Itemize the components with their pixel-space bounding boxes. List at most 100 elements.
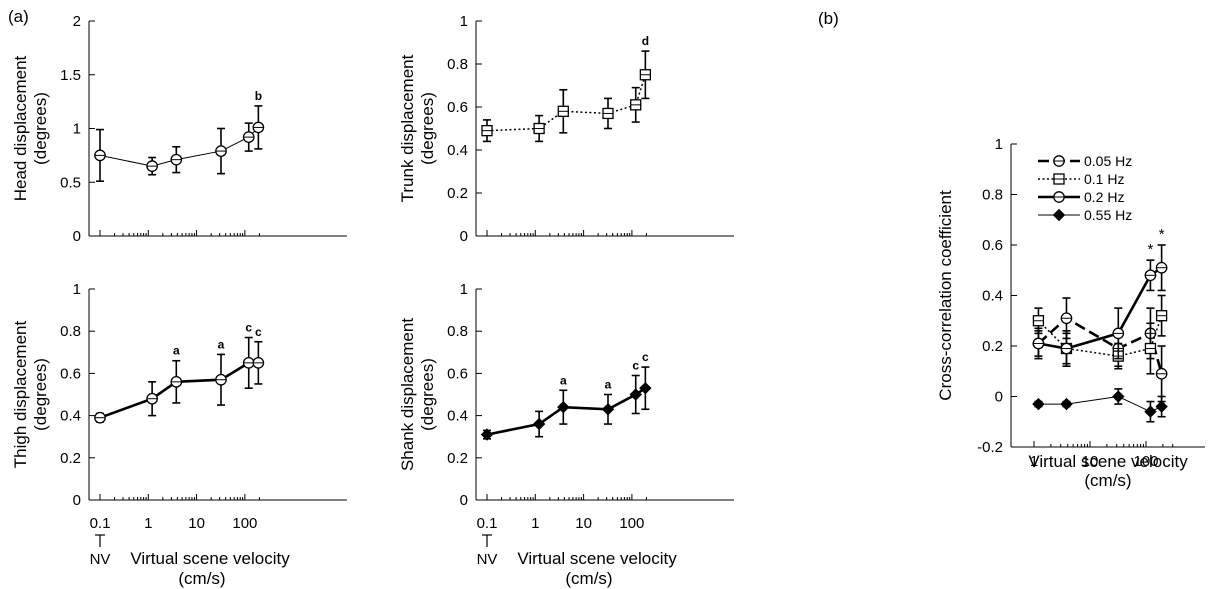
thigh-significance-label: c [245,321,252,335]
xcorr-series-line [1037,315,1163,357]
shank-y-tick-label: 0.8 [447,323,468,340]
head-y-tick-label: 1.5 [60,67,81,84]
head-series-1: b [94,89,265,182]
shank-y-tick-label: 0.2 [447,450,468,467]
thigh-y-tick-label: 0.4 [60,408,81,425]
shank-significance-label: a [605,378,612,392]
thigh-significance-label: c [255,325,262,339]
trunk-y-tick-label: 0.4 [447,142,468,159]
xcorr-significance-label: * [1148,241,1154,258]
trunk-y-tick-label: 0.2 [447,185,468,202]
panel-a-label: (a) [8,7,29,26]
xcorr-y-axis-label: Cross-correlation coefficient [936,190,955,401]
xcorr-y-tick-label: -0.2 [977,439,1003,456]
xcorr-x-axis-unit: (cm/s) [1084,471,1131,490]
xcorr-legend: 0.05 Hz 0.1 Hz 0.2 Hz 0.55 Hz [1038,153,1132,223]
thigh-x-tick-label: 0.1 [90,515,111,532]
panel-shank: 0 0.2 0.4 0.6 0.8 1 0.1 1 10 100 NV Virtual scene v… [398,281,734,588]
shank-data-point [639,381,652,395]
xcorr-y-tick-label: 0.2 [982,338,1003,355]
legend-label: 0.2 Hz [1084,189,1124,205]
shank-x-tick-label: 1 [531,515,539,532]
xcorr-y-tick-label: 0.4 [982,288,1003,305]
trunk-y-tick-label: 0.6 [447,99,468,116]
thigh-x-tick-label: 10 [188,515,205,532]
trunk-y-axis-unit: (degrees) [418,92,437,165]
shank-data-point [629,388,642,401]
head-y-tick-label: 0 [73,228,81,245]
trunk-y-tick-label: 1 [460,13,468,30]
shank-y-tick-label: 0.6 [447,365,468,382]
shank-x-axis-label: Virtual scene velocity [517,549,677,568]
legend-label: 0.05 Hz [1084,153,1132,169]
xcorr-x-axis-label: Virtual scene velocity [1028,452,1188,471]
head-y-axis-unit: (degrees) [31,92,50,165]
legend-marker [1052,208,1066,222]
shank-x-tick-label: 100 [619,515,644,532]
legend-label: 0.1 Hz [1084,171,1124,187]
shank-x-tick-label: 0.1 [477,515,498,532]
xcorr-x-tick-label: 10 [1082,453,1099,470]
xcorr-data-point [1144,405,1157,418]
thigh-significance-label: a [218,337,225,351]
shank-y-axis-label: Shank displacement [398,318,417,471]
panel-xcorr: -0.2 0 0.2 0.4 0.6 0.8 1 1 10 100 Cross-correlatio… [936,136,1205,490]
thigh-nv-label: NV [90,551,111,568]
xcorr-series-4 [1032,388,1168,423]
trunk-y-axis-label: Trunk displacement [398,54,417,202]
shank-significance-label: c [642,350,649,364]
xcorr-significance-label: * [1159,226,1165,243]
panel-head: 0 0.5 1 1.5 2 Head displacement (degrees) b [11,13,347,245]
thigh-x-tick-label: 1 [144,515,152,532]
xcorr-series-line [1038,395,1162,413]
thigh-significance-label: a [173,344,180,358]
shank-significance-label: c [632,359,639,373]
trunk-y-tick-label: 0.8 [447,56,468,73]
head-y-tick-label: 2 [73,13,81,30]
thigh-series-line [99,361,259,419]
xcorr-series-3: ** [1032,226,1168,365]
thigh-series-1: a a c c [94,321,265,424]
trunk-series-line [486,74,647,132]
shank-nv-label: NV [477,551,498,568]
trunk-series-1: d [481,34,652,143]
shank-series-line [486,387,647,436]
thigh-y-tick-label: 1 [73,281,81,298]
panel-thigh: 0 0.2 0.4 0.6 0.8 1 0.1 1 10 100 NV Virtual scene v… [11,281,347,588]
xcorr-series-line [1038,266,1163,350]
thigh-y-tick-label: 0.6 [60,365,81,382]
xcorr-data-point [1112,390,1125,403]
xcorr-x-tick-label: 1 [1030,453,1038,470]
xcorr-data-point [1032,397,1045,411]
legend-label: 0.55 Hz [1084,207,1132,223]
shank-x-axis-unit: (cm/s) [565,569,612,588]
head-y-axis-label: Head displacement [11,55,30,201]
shank-y-tick-label: 0 [460,492,468,509]
shank-data-point [480,428,494,441]
thigh-x-axis-label: Virtual scene velocity [130,549,290,568]
xcorr-data-point [1060,397,1073,411]
shank-y-tick-label: 0.4 [447,408,468,425]
xcorr-y-tick-label: 0 [995,389,1003,406]
head-y-tick-label: 1 [73,121,81,138]
panel-b-label: (b) [818,9,839,28]
shank-y-axis-unit: (degrees) [418,358,437,431]
thigh-x-tick-label: 100 [232,515,257,532]
shank-series-1: a a cc [480,350,652,441]
xcorr-y-tick-label: 0.8 [982,187,1003,204]
thigh-y-axis-label: Thigh displacement [11,321,30,469]
trunk-y-tick-label: 0 [460,228,468,245]
panel-trunk: 0 0.2 0.4 0.6 0.8 1 Trunk displacement (degrees… [398,13,734,245]
xcorr-y-tick-label: 0.6 [982,237,1003,254]
head-significance-label: b [255,89,262,103]
thigh-x-axis-unit: (cm/s) [178,569,225,588]
xcorr-y-tick-label: 1 [995,136,1003,153]
shank-data-point [557,400,570,414]
head-y-tick-label: 0.5 [60,174,81,191]
thigh-y-tick-label: 0 [73,492,81,509]
trunk-significance-label: d [642,34,649,48]
shank-x-tick-label: 10 [575,515,592,532]
thigh-y-axis-unit: (degrees) [31,358,50,431]
shank-data-point [532,417,546,431]
